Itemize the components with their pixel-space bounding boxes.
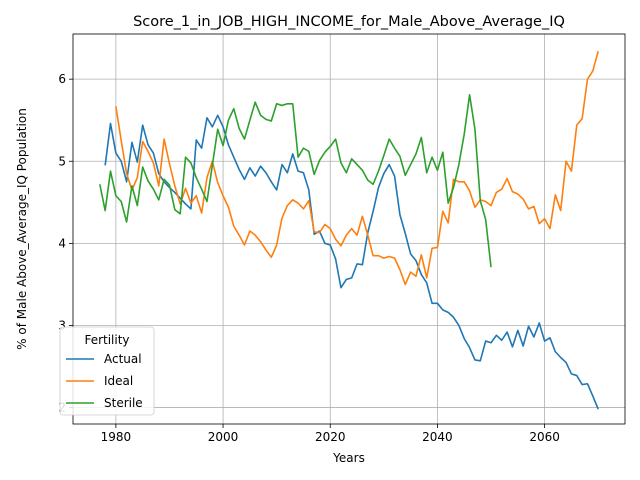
series-line-sterile xyxy=(99,93,492,268)
legend-label-ideal: Ideal xyxy=(104,374,133,388)
y-tick-label: 5 xyxy=(58,154,66,168)
plot-area-frame xyxy=(72,33,626,425)
grid-lines xyxy=(73,34,625,424)
legend-label-sterile: Sterile xyxy=(104,396,143,410)
series-line-actual xyxy=(104,114,599,410)
x-tick-label: 2020 xyxy=(315,430,346,444)
y-tick-label: 3 xyxy=(58,318,66,332)
x-axis-label: Years xyxy=(332,451,365,465)
series-lines xyxy=(99,51,599,410)
legend-title: Fertility xyxy=(84,333,129,347)
x-axis-ticks: 1980 2000 2020 2040 2060 xyxy=(101,424,560,444)
legend-items: Actual Ideal Sterile xyxy=(66,352,143,410)
y-axis-label: % of Male Above_Average_IQ Population xyxy=(15,108,29,350)
x-tick-label: 2000 xyxy=(208,430,239,444)
legend-box xyxy=(59,326,155,416)
x-tick-label: 1980 xyxy=(101,430,132,444)
x-tick-label: 2040 xyxy=(422,430,453,444)
y-tick-label: 6 xyxy=(58,72,66,86)
series-line-ideal xyxy=(115,51,599,286)
chart-title: Score_1_in_JOB_HIGH_INCOME_for_Male_Abov… xyxy=(133,14,565,30)
y-tick-label: 4 xyxy=(58,236,66,250)
legend: Fertility Actual Ideal Sterile xyxy=(59,326,155,416)
x-tick-label: 2060 xyxy=(529,430,560,444)
legend-label-actual: Actual xyxy=(104,352,142,366)
